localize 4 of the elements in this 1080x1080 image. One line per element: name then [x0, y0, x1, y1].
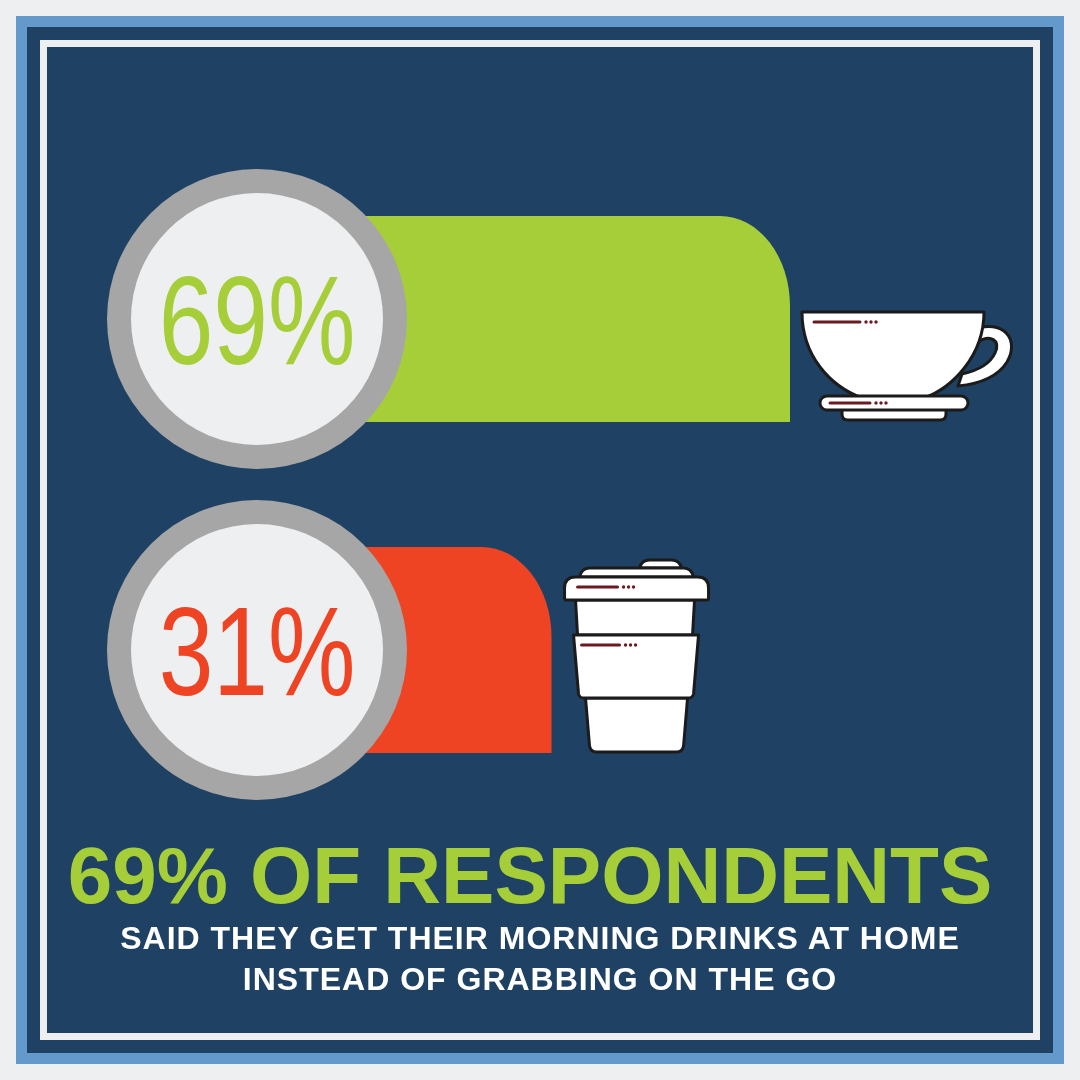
data-label: 69% — [158, 250, 356, 391]
text: 69% OF RESPONDENTS — [67, 831, 993, 920]
data-label: 31% — [158, 581, 356, 722]
text: SAID THEY GET THEIR MORNING DRINKS AT HOME INSTEAD OF GRABBING ON THE GO — [120, 920, 960, 997]
